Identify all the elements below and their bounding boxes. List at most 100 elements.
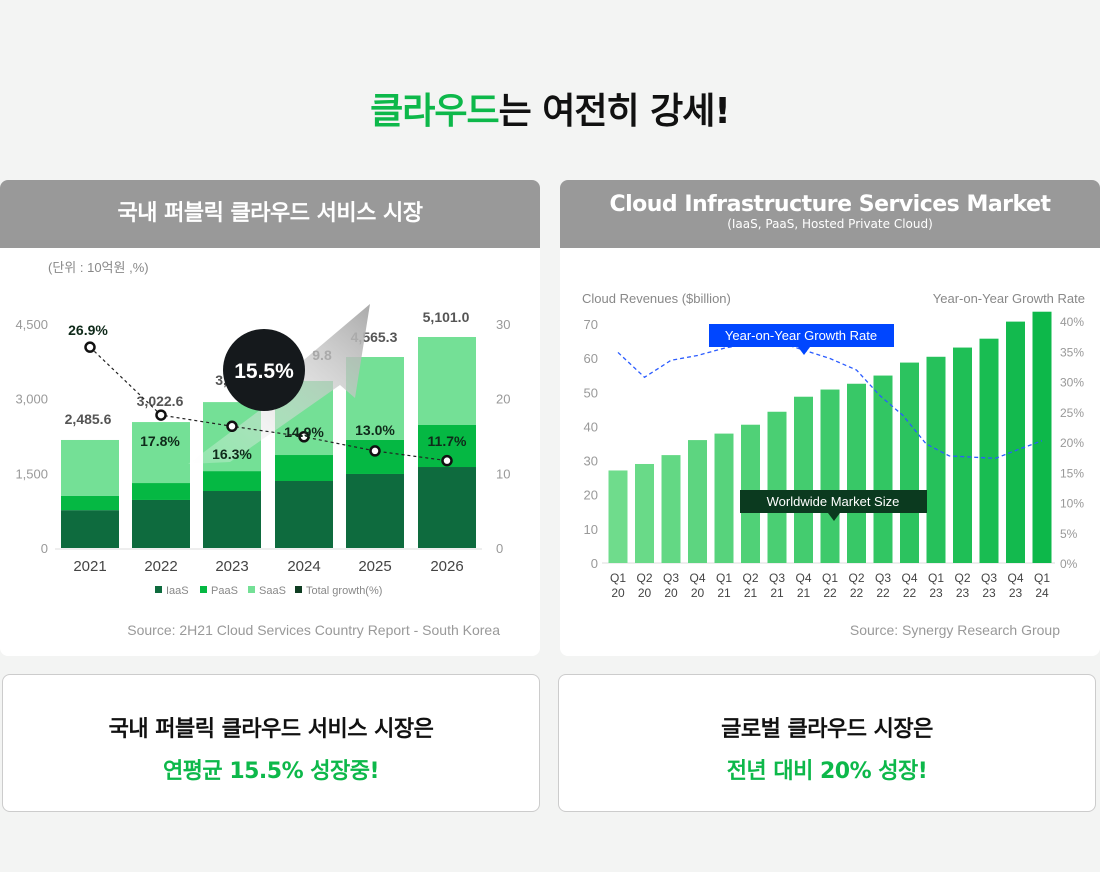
x-tick-year: 20 xyxy=(638,586,652,600)
bar-iaas-2025 xyxy=(346,473,404,548)
legend-label: PaaS xyxy=(211,585,238,597)
legend-swatch xyxy=(248,586,255,593)
y-tick-label: 70 xyxy=(584,317,598,332)
total-label: 2,485.6 xyxy=(65,411,112,427)
y2-tick-label: 40% xyxy=(1060,315,1084,329)
y2-tick-label: 10 xyxy=(496,466,510,481)
growth-callout-text: Year-on-Year Growth Rate xyxy=(725,328,877,343)
domestic-summary-box: 국내 퍼블릭 클라우드 서비스 시장은 연평균 15.5% 성장중! xyxy=(2,674,540,812)
revenue-bar xyxy=(714,433,734,563)
y2-tick-label: 5% xyxy=(1060,527,1078,541)
x-tick-quarter: Q3 xyxy=(769,571,785,585)
x-tick-year: 21 xyxy=(744,586,758,600)
growth-label: 26.9% xyxy=(68,322,108,338)
growth-label: 16.3% xyxy=(212,446,252,462)
growth-arrow-icon xyxy=(188,304,370,464)
bar-saas-2026 xyxy=(418,336,476,425)
source-text: Source: Synergy Research Group xyxy=(850,622,1060,638)
domestic-market-card: 국내 퍼블릭 클라우드 서비스 시장 (단위 : 10억원 ,%) 0 1,500 3… xyxy=(0,180,540,656)
bar-paas-2024 xyxy=(275,455,333,481)
market-size-callout-pointer-icon xyxy=(828,513,840,521)
bar-paas-2021 xyxy=(61,495,119,511)
revenue-bar xyxy=(1006,321,1025,563)
x-tick-year: 23 xyxy=(956,586,970,600)
x-tick-quarter: Q1 xyxy=(610,571,626,585)
y-tick-label: 40 xyxy=(584,419,598,434)
revenue-bar xyxy=(794,396,813,563)
growth-label: 17.8% xyxy=(140,433,180,449)
y-tick-label: 20 xyxy=(584,488,598,503)
cagr-badge xyxy=(223,329,305,411)
x-tick-quarter: Q3 xyxy=(663,571,679,585)
x-tick-year: 23 xyxy=(1009,586,1023,600)
growth-point xyxy=(84,341,96,353)
growth-label: 13.0% xyxy=(355,422,395,438)
bar-iaas-2023 xyxy=(203,491,261,548)
x-tick-year: 22 xyxy=(850,586,864,600)
y2-tick-label: 30% xyxy=(1060,376,1084,390)
x-tick-label: 2024 xyxy=(287,558,320,575)
revenue-bar xyxy=(635,463,654,563)
revenue-bar xyxy=(661,455,681,563)
y-axis-title: Cloud Revenues ($billion) xyxy=(582,291,731,306)
legend-label: SaaS xyxy=(259,585,286,597)
y2-tick-label: 20 xyxy=(496,392,510,407)
revenue-bar xyxy=(873,375,893,563)
x-tick-quarter: Q2 xyxy=(636,571,652,585)
total-label: 5,101.0 xyxy=(423,309,470,325)
card-header: Cloud Infrastructure Services Market (Ia… xyxy=(560,180,1100,248)
legend-label: Total growth(%) xyxy=(306,585,382,597)
x-tick-year: 20 xyxy=(691,586,705,600)
y-tick-label: 50 xyxy=(584,385,598,400)
x-tick-label: 2022 xyxy=(144,558,177,575)
x-tick-quarter: Q1 xyxy=(822,571,838,585)
y2-tick-label: 25% xyxy=(1060,406,1084,420)
x-tick-year: 22 xyxy=(823,586,837,600)
legend-swatch xyxy=(155,586,162,593)
x-tick-quarter: Q3 xyxy=(875,571,891,585)
x-tick-year: 21 xyxy=(717,586,731,600)
revenue-bar xyxy=(608,470,628,563)
x-tick-quarter: Q4 xyxy=(1007,571,1023,585)
growth-callout xyxy=(709,324,894,347)
bar-paas-2025 xyxy=(346,439,404,474)
revenue-bar xyxy=(767,411,787,563)
market-size-callout-text: Worldwide Market Size xyxy=(767,494,900,509)
global-market-card: Cloud Infrastructure Services Market (Ia… xyxy=(560,180,1100,656)
y-tick-label: 1,500 xyxy=(15,466,48,481)
global-market-chart: Cloud Revenues ($billion) Year-on-Year Gr… xyxy=(582,291,1085,638)
y-tick-label: 4,500 xyxy=(15,317,48,332)
growth-point xyxy=(298,430,310,443)
legend-label: IaaS xyxy=(166,585,189,597)
revenue-bar xyxy=(953,347,972,563)
legend-swatch xyxy=(295,586,302,593)
x-tick-year: 24 xyxy=(1035,586,1049,600)
growth-point xyxy=(369,445,381,457)
x-tick-quarter: Q2 xyxy=(742,571,758,585)
growth-point xyxy=(441,454,453,467)
bar-saas-2022 xyxy=(132,422,190,484)
x-tick-label: 2021 xyxy=(73,558,106,575)
revenue-bar xyxy=(820,389,840,563)
growth-label: 11.7% xyxy=(428,433,467,449)
revenue-bar xyxy=(847,383,866,563)
x-tick-year: 22 xyxy=(903,586,917,600)
growth-rate-line xyxy=(617,340,1043,459)
x-tick-year: 21 xyxy=(770,586,784,600)
x-tick-year: 20 xyxy=(664,586,678,600)
card-header: 국내 퍼블릭 클라우드 서비스 시장 xyxy=(0,180,540,248)
bar-iaas-2022 xyxy=(132,499,190,548)
bar-saas-2021 xyxy=(61,439,119,496)
y2-tick-label: 30 xyxy=(496,317,510,332)
y2-tick-label: 20% xyxy=(1060,436,1084,450)
total-label: 3,022.6 xyxy=(137,393,184,409)
growth-point xyxy=(226,420,238,433)
revenue-bar xyxy=(900,362,919,563)
bar-iaas-2026 xyxy=(418,467,476,548)
growth-label: 14.9% xyxy=(284,424,324,440)
growth-point xyxy=(155,409,167,421)
revenue-bar xyxy=(688,440,707,563)
bar-iaas-2024 xyxy=(275,480,333,548)
x-tick-quarter: Q3 xyxy=(981,571,997,585)
revenue-bar xyxy=(1032,311,1052,563)
